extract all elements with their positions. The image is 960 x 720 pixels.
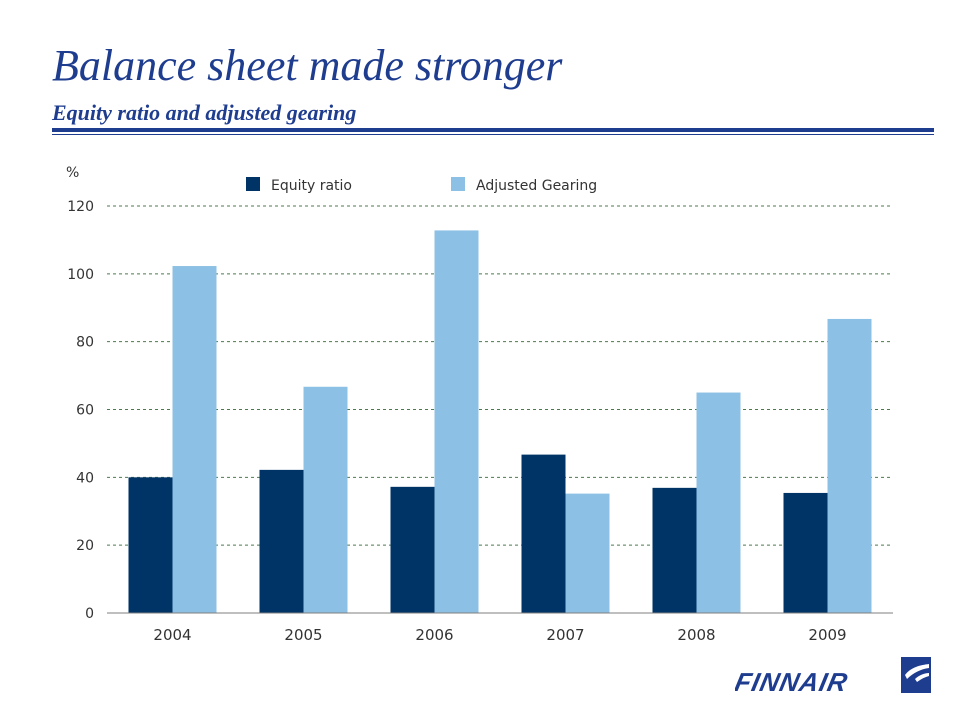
svg-text:FINNAIR: FINNAIR [735,667,851,695]
bar-equity-ratio-2009 [783,492,828,613]
title-divider-thin [52,134,934,135]
y-tick-label: 0 [85,606,94,622]
slide-subtitle: Equity ratio and adjusted gearing [52,100,357,125]
bar-adjusted-gearing-2007 [565,493,610,613]
bar-equity-ratio-2004 [128,477,173,613]
x-tick-label: 2009 [808,626,846,644]
x-tick-labels: 2004 2005 2006 2007 2008 2009 [153,626,846,644]
finnair-logo: FINNAIR [735,657,931,695]
x-tick-label: 2006 [415,626,453,644]
y-tick-label: 100 [67,267,94,283]
x-tick-label: 2004 [153,626,191,644]
bar-adjusted-gearing-2006 [434,230,479,614]
bar-adjusted-gearing-2009 [827,318,872,613]
legend-swatch [451,177,465,191]
x-tick-label: 2007 [546,626,584,644]
legend-label: Equity ratio [271,178,352,194]
legend: Equity ratio Adjusted Gearing [246,177,597,194]
y-tick-label: 60 [76,403,94,419]
x-tick-label: 2005 [284,626,322,644]
grid-lines [107,205,893,546]
bar-equity-ratio-2006 [390,486,435,613]
y-tick-label: 40 [76,470,94,486]
bar-adjusted-gearing-2005 [303,386,348,613]
bar-equity-ratio-2008 [652,487,697,613]
y-axis-unit-label: % [66,165,79,181]
y-tick-label: 120 [67,199,94,215]
x-tick-label: 2008 [677,626,715,644]
legend-label: Adjusted Gearing [476,178,597,194]
bar-adjusted-gearing-2008 [696,392,741,613]
slide-title: Balance sheet made stronger [52,41,563,90]
y-tick-label: 80 [76,335,94,351]
y-tick-label: 20 [76,538,94,554]
bars [128,230,872,614]
legend-swatch [246,177,260,191]
bar-adjusted-gearing-2004 [172,266,217,613]
y-tick-labels: 0 20 40 60 80 100 120 [67,199,94,622]
title-divider-thick [52,128,934,132]
bar-equity-ratio-2007 [521,454,566,613]
bar-equity-ratio-2005 [259,469,304,613]
